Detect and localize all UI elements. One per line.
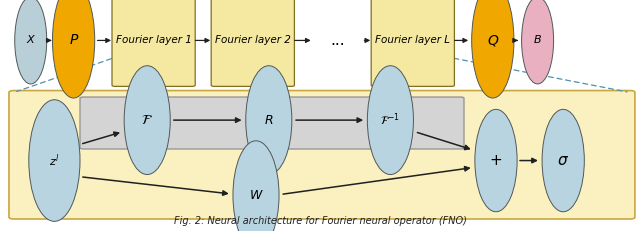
- Text: $\mathcal{F}$: $\mathcal{F}$: [141, 113, 153, 127]
- Ellipse shape: [233, 141, 279, 231]
- Text: $z^l$: $z^l$: [49, 152, 60, 169]
- Ellipse shape: [542, 109, 584, 212]
- FancyBboxPatch shape: [211, 0, 294, 86]
- FancyBboxPatch shape: [371, 0, 454, 86]
- Ellipse shape: [15, 0, 47, 84]
- Ellipse shape: [124, 66, 170, 174]
- Ellipse shape: [246, 66, 292, 174]
- Ellipse shape: [522, 0, 554, 84]
- FancyBboxPatch shape: [112, 0, 195, 86]
- Ellipse shape: [475, 109, 517, 212]
- Text: +: +: [490, 153, 502, 168]
- Text: Fourier layer 1: Fourier layer 1: [116, 35, 191, 46]
- FancyBboxPatch shape: [80, 97, 464, 149]
- Text: $W$: $W$: [248, 189, 264, 202]
- Text: $R$: $R$: [264, 114, 273, 127]
- Text: $\sigma$: $\sigma$: [557, 153, 569, 168]
- Text: ...: ...: [330, 33, 344, 48]
- Text: $\mathcal{F}^{-1}$: $\mathcal{F}^{-1}$: [380, 112, 401, 128]
- Ellipse shape: [29, 100, 80, 221]
- Ellipse shape: [472, 0, 514, 98]
- Text: Fourier layer 2: Fourier layer 2: [215, 35, 291, 46]
- Text: Fourier layer L: Fourier layer L: [375, 35, 451, 46]
- Ellipse shape: [367, 66, 413, 174]
- FancyBboxPatch shape: [9, 91, 635, 219]
- Text: X: X: [27, 35, 35, 46]
- Ellipse shape: [52, 0, 95, 98]
- Text: B: B: [534, 35, 541, 46]
- Text: Q: Q: [488, 33, 498, 47]
- Text: P: P: [69, 33, 78, 47]
- Text: Fig. 2: Neural architecture for Fourier neural operator (FNO): Fig. 2: Neural architecture for Fourier …: [173, 216, 467, 226]
